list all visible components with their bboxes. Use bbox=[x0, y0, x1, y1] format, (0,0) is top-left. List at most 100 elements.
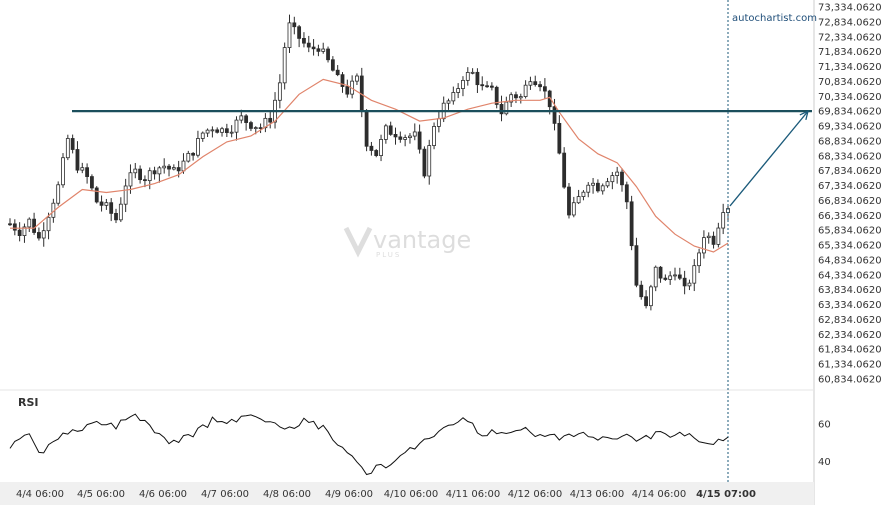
x-tick-label: 4/8 06:00 bbox=[263, 489, 311, 500]
candle bbox=[37, 227, 41, 241]
candle bbox=[311, 39, 316, 56]
candle bbox=[721, 203, 726, 235]
x-tick-label: 4/12 06:00 bbox=[508, 489, 562, 500]
rsi-ticks: 60 40 bbox=[818, 419, 831, 468]
candle bbox=[615, 166, 620, 184]
candle bbox=[687, 279, 692, 291]
candles bbox=[8, 14, 730, 311]
candle bbox=[114, 208, 118, 224]
candle bbox=[369, 141, 374, 156]
brand-label: autochartist.com bbox=[732, 13, 817, 24]
candle bbox=[600, 183, 605, 195]
candle bbox=[629, 195, 634, 251]
rsi-label: RSI bbox=[18, 396, 39, 409]
candle bbox=[364, 109, 369, 152]
candle bbox=[162, 158, 167, 174]
candle bbox=[451, 86, 456, 105]
candle bbox=[85, 163, 90, 184]
candle bbox=[461, 76, 465, 97]
y-tick-label: 73,334.0620 bbox=[818, 3, 882, 14]
candle bbox=[677, 267, 682, 281]
candle bbox=[528, 76, 533, 90]
candle bbox=[663, 274, 668, 281]
arrow-head-icon bbox=[799, 110, 809, 121]
x-tick-label: 4/4 06:00 bbox=[16, 489, 64, 500]
candle bbox=[306, 35, 311, 53]
candle bbox=[383, 123, 388, 144]
y-tick-label: 72,334.0620 bbox=[818, 32, 882, 43]
candle bbox=[316, 44, 321, 57]
candle bbox=[234, 116, 239, 141]
y-tick-label: 63,334.0620 bbox=[818, 300, 882, 311]
watermark: vantage PLUS bbox=[343, 226, 471, 259]
candle bbox=[321, 42, 326, 54]
candle bbox=[345, 79, 350, 98]
x-tick-label: 4/10 06:00 bbox=[384, 489, 438, 500]
candle bbox=[634, 237, 639, 288]
y-tick-label: 65,334.0620 bbox=[818, 241, 882, 252]
candle bbox=[446, 98, 451, 110]
candle bbox=[171, 164, 176, 171]
y-tick-label: 62,334.0620 bbox=[818, 330, 882, 341]
candle bbox=[706, 232, 711, 244]
candle bbox=[595, 179, 600, 193]
x-tick-label: 4/13 06:00 bbox=[570, 489, 624, 500]
y-tick-label: 67,834.0620 bbox=[818, 166, 882, 177]
candle bbox=[648, 284, 653, 311]
y-tick-label: 64,834.0620 bbox=[818, 255, 882, 266]
candle bbox=[191, 152, 196, 161]
y-tick-label: 64,334.0620 bbox=[818, 270, 882, 281]
candle bbox=[196, 130, 200, 158]
candle bbox=[480, 76, 485, 91]
candle bbox=[104, 198, 109, 210]
candle bbox=[436, 110, 441, 133]
candle bbox=[509, 92, 514, 107]
x-tick-label: 4/7 06:00 bbox=[201, 489, 249, 500]
candle bbox=[639, 280, 644, 300]
y-axis-ticks: 73,334.0620 72,834.0620 72,334.0620 71,834.… bbox=[818, 3, 882, 386]
y-tick-label: 72,834.0620 bbox=[818, 17, 882, 28]
y-tick-label: 61,834.0620 bbox=[818, 345, 882, 356]
candle bbox=[123, 178, 128, 213]
candle bbox=[302, 32, 306, 48]
candle bbox=[518, 93, 523, 104]
candle bbox=[205, 128, 210, 138]
candle bbox=[562, 147, 567, 189]
y-tick-label: 66,334.0620 bbox=[818, 211, 882, 222]
candle bbox=[374, 149, 379, 158]
candle bbox=[412, 123, 417, 141]
y-tick-label: 60,834.0620 bbox=[818, 375, 882, 386]
candle bbox=[581, 190, 586, 201]
candle bbox=[538, 81, 542, 92]
candle bbox=[644, 290, 648, 309]
x-tick-label: 4/9 06:00 bbox=[325, 489, 373, 500]
x-axis-ticks: 4/4 06:00 4/5 06:00 4/6 06:00 4/7 06:00 4/8 … bbox=[16, 489, 756, 500]
candle bbox=[65, 134, 70, 161]
rsi-tick-label: 40 bbox=[818, 457, 831, 468]
y-tick-label: 63,834.0620 bbox=[818, 285, 882, 296]
candle bbox=[17, 222, 22, 242]
candle bbox=[682, 270, 687, 295]
y-tick-label: 65,834.0620 bbox=[818, 226, 882, 237]
candle bbox=[620, 168, 624, 192]
candle bbox=[41, 222, 46, 247]
candle bbox=[90, 174, 94, 191]
y-tick-label: 67,334.0620 bbox=[818, 181, 882, 192]
candle bbox=[586, 182, 591, 198]
candle bbox=[229, 125, 234, 138]
candle bbox=[186, 150, 191, 163]
candle bbox=[403, 134, 408, 147]
candle bbox=[398, 131, 403, 143]
x-tick-label: 4/5 06:00 bbox=[77, 489, 125, 500]
y-tick-label: 71,334.0620 bbox=[818, 62, 882, 73]
candle bbox=[359, 67, 364, 118]
y-tick-label: 69,334.0620 bbox=[818, 122, 882, 133]
candle bbox=[355, 73, 359, 85]
x-axis-band bbox=[0, 482, 814, 505]
y-tick-label: 69,834.0620 bbox=[818, 107, 882, 118]
candle bbox=[133, 162, 138, 179]
y-tick-label: 61,334.0620 bbox=[818, 360, 882, 371]
candle bbox=[258, 123, 263, 134]
candle bbox=[80, 162, 85, 174]
candle bbox=[94, 186, 99, 204]
